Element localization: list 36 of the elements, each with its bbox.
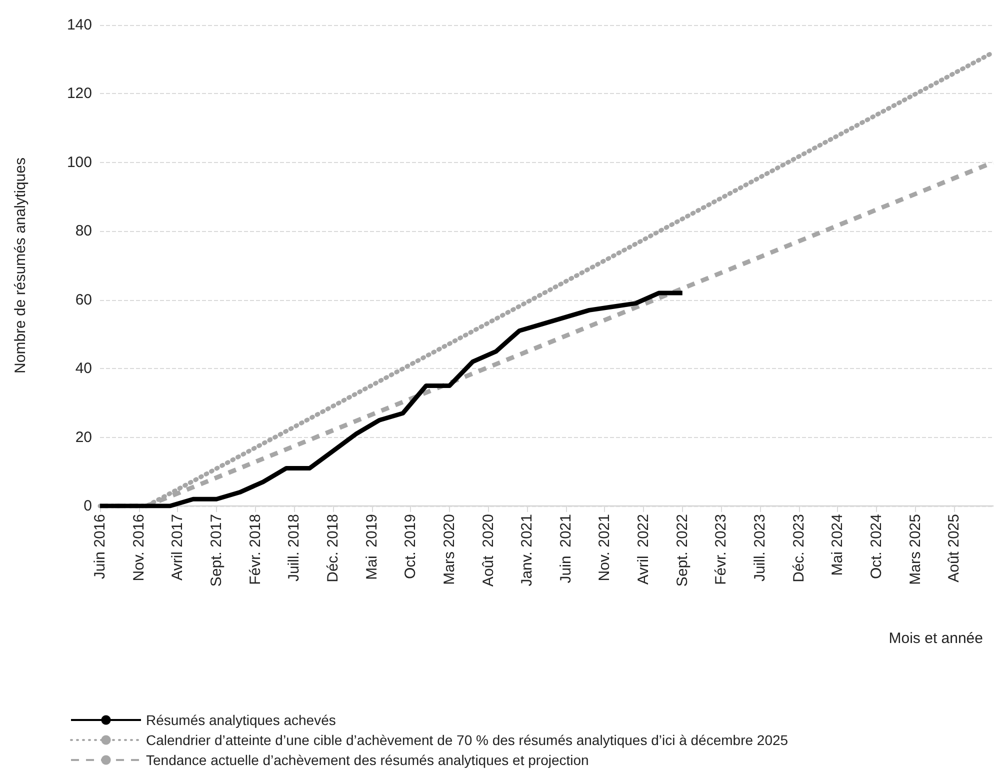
- x-tick-label: Mai 2019: [363, 514, 380, 580]
- x-tick-label: Févr. 2018: [246, 514, 264, 585]
- x-tick-label: Nov. 2016: [130, 514, 148, 582]
- x-tick-label: Juill. 2018: [286, 514, 303, 582]
- x-tick-label: Avril 2022: [635, 514, 652, 585]
- x-tick-label: Juin 2021: [557, 514, 574, 584]
- x-tick-label: Oct. 2019: [402, 514, 420, 580]
- y-tick-label: 20: [75, 428, 92, 446]
- x-tick-label: Déc. 2023: [790, 514, 808, 582]
- y-tick-label: 0: [84, 498, 92, 514]
- x-tick-label: Août 2020: [480, 514, 497, 587]
- legend-label: Calendrier d’atteinte d’une cible d’achèvement de 70 % des résumés analytiques d’ici à décembre 2025: [146, 732, 788, 748]
- y-tick-label: 120: [66, 85, 92, 102]
- x-tick-label: Oct. 2024: [868, 514, 886, 580]
- x-tick-label: Nov. 2021: [596, 514, 614, 582]
- y-tick-label: 100: [66, 154, 92, 171]
- y-axis-title: Nombre de résumés analytiques: [12, 158, 29, 374]
- x-tick-label: Juin 2016: [92, 514, 108, 580]
- x-tick-label: Mars 2020: [440, 514, 458, 585]
- y-tick-label: 40: [75, 360, 92, 378]
- x-tick-label: Juill. 2023: [752, 514, 769, 582]
- legend-label: Résumés analytiques achevés: [146, 712, 336, 728]
- legend-label: Tendance actuelle d’achèvement des résumés analytiques et projection: [146, 752, 589, 768]
- x-axis-title: Mois et année: [888, 630, 983, 647]
- y-tick-label: 80: [75, 222, 92, 240]
- x-tick-label: Mai 2024: [829, 514, 846, 576]
- x-tick-label: Déc. 2018: [324, 514, 342, 582]
- x-tick-label: Sept. 2017: [208, 514, 225, 587]
- x-tick-label: Sept. 2022: [674, 514, 691, 587]
- x-tick-label: Mars 2025: [906, 514, 924, 585]
- x-tick-label: Janv. 2021: [518, 514, 536, 586]
- y-tick-label: 60: [75, 291, 92, 308]
- x-tick-label: Août 2025: [946, 514, 963, 582]
- x-tick-label: Févr. 2023: [712, 514, 730, 585]
- x-tick-label: Avril 2017: [169, 514, 186, 580]
- y-tick-label: 140: [66, 16, 92, 34]
